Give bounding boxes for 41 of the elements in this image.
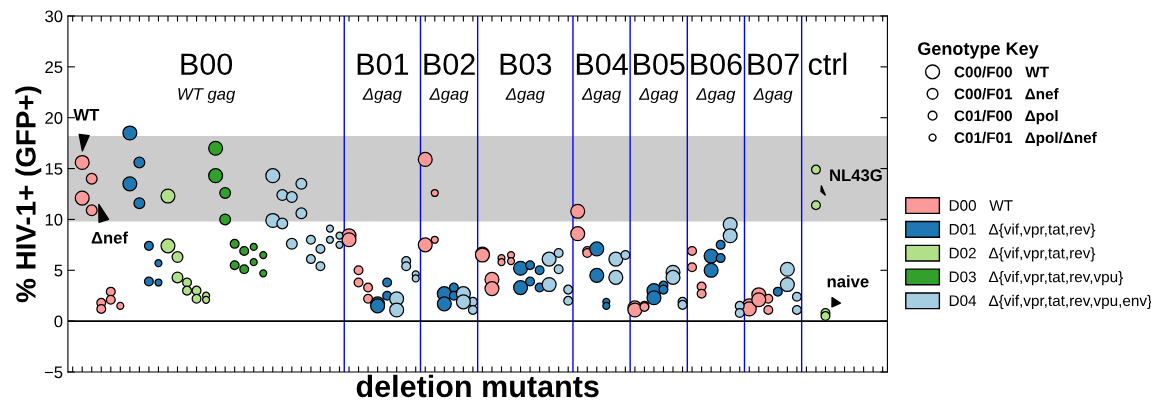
- legend-label: C00/F01 Δnef: [954, 88, 1059, 100]
- y-tick-label: 15: [45, 163, 63, 175]
- annotation: B04: [576, 53, 628, 76]
- legend-label: C01/F00 Δpol: [954, 109, 1058, 125]
- annotation: B00: [181, 53, 233, 76]
- annotation: Δgag: [581, 88, 621, 104]
- legend-title: Genotype Key: [918, 42, 1039, 59]
- annotation: Δgag: [696, 88, 736, 104]
- annotation: B02: [424, 53, 475, 76]
- annotation: naive: [827, 275, 869, 288]
- y-tick-label: 25: [45, 61, 63, 74]
- legend-label: C01/F01 Δpol/Δnef: [954, 131, 1097, 147]
- y-tick-label: 5: [54, 264, 63, 277]
- y-tick-label: −5: [44, 366, 63, 379]
- x-axis-title: deletion mutants: [356, 374, 599, 398]
- legend-label: D00 WT: [949, 200, 1013, 211]
- annotation: WT: [73, 109, 100, 121]
- annotation: WT gag: [178, 88, 236, 104]
- legend-label: D02 Δ{vif,vpr,tat,rev}: [949, 247, 1096, 262]
- annotation: Δgag: [362, 88, 402, 104]
- y-tick-label: 30: [45, 10, 63, 23]
- annotation: Δgag: [505, 88, 545, 104]
- legend-label: C00/F00 WT: [954, 66, 1049, 78]
- annotation: Δgag: [753, 88, 793, 104]
- annotation: Δgag: [429, 88, 469, 104]
- legend-label: D04 Δ{vif,vpr,tat,rev,vpu,env}: [949, 294, 1151, 310]
- annotation: B07: [748, 53, 799, 76]
- y-tick-label: 0: [54, 315, 63, 328]
- y-tick-label: 20: [45, 112, 63, 124]
- legend-label: D01 Δ{vif,vpr,tat,rev}: [949, 223, 1096, 238]
- annotation: B03: [500, 53, 552, 76]
- annotation: B06: [691, 53, 742, 76]
- annotation: NL43G: [830, 169, 882, 182]
- annotation: B05: [634, 53, 685, 76]
- y-tick-label: 10: [45, 213, 63, 226]
- annotation: Δnef: [91, 231, 129, 244]
- legend-label: D03 Δ{vif,vpr,tat,rev,vpu}: [949, 271, 1123, 286]
- annotation: B01: [357, 53, 409, 76]
- annotation: Δgag: [638, 88, 679, 104]
- annotation: ctrl: [808, 52, 847, 76]
- y-axis-title: % HIV-1+ (GFP+): [15, 86, 42, 303]
